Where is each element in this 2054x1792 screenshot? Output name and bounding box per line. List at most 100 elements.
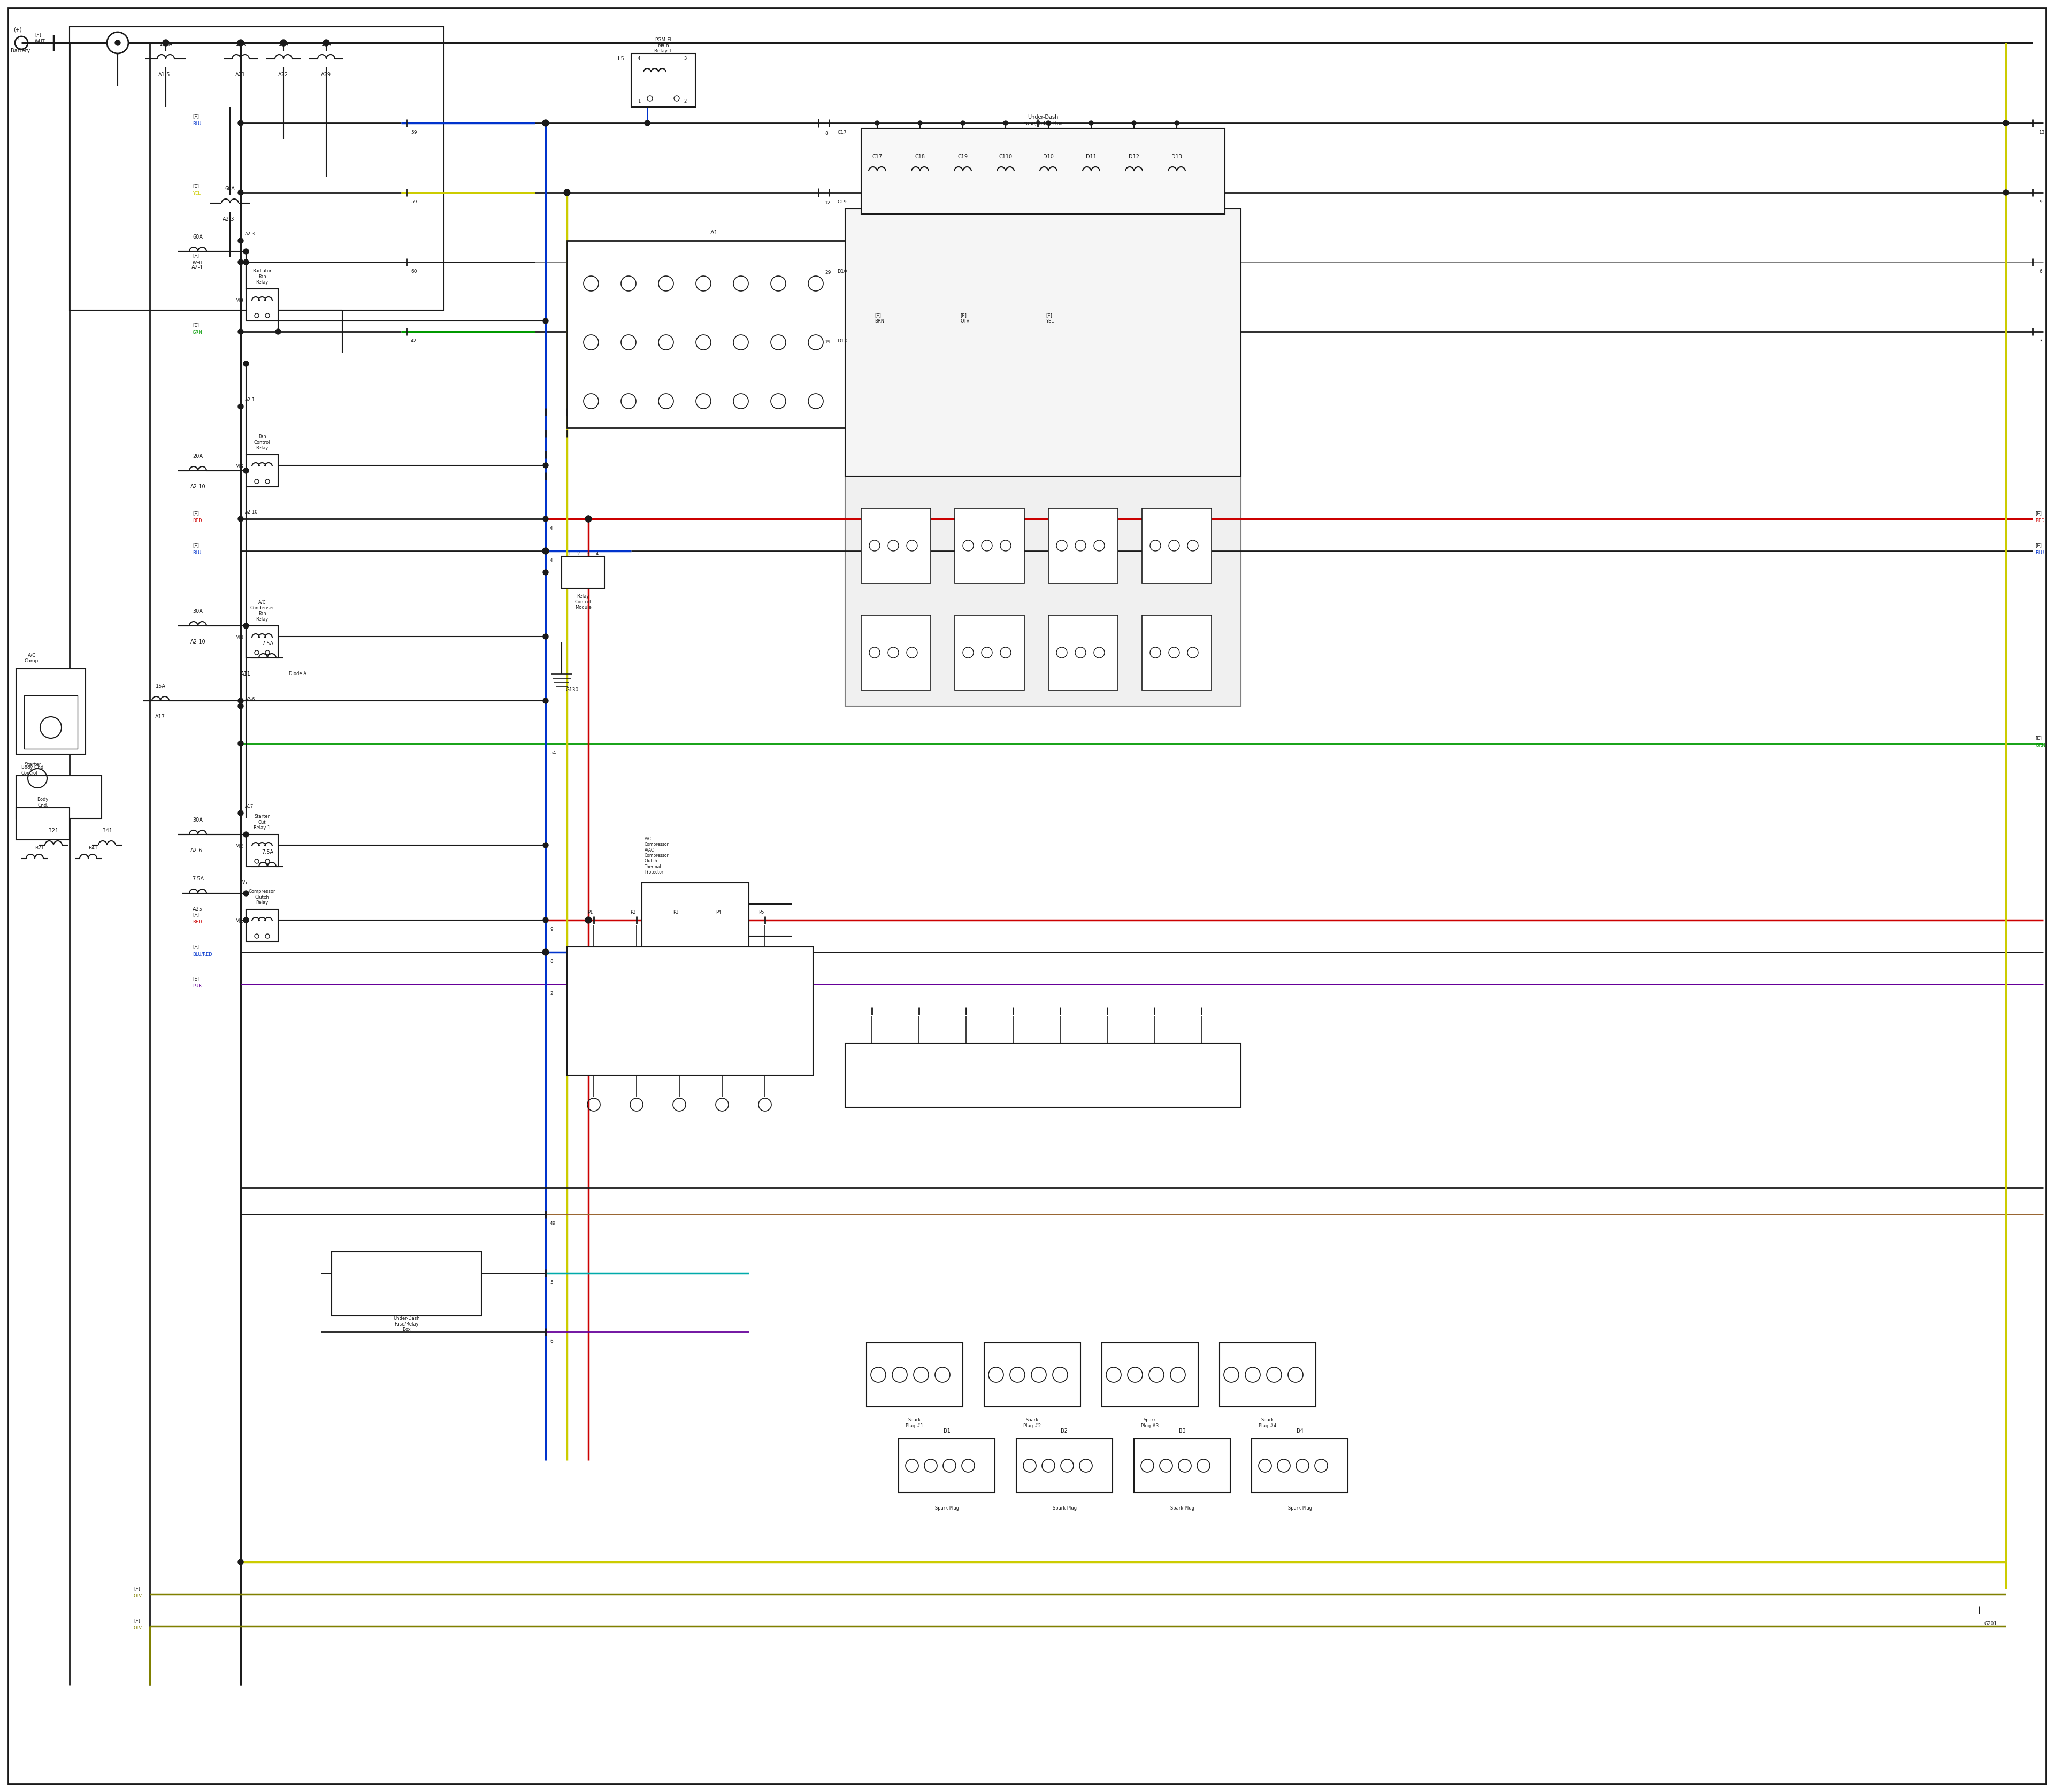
- Text: D13: D13: [1171, 154, 1183, 159]
- Text: WHT: WHT: [35, 39, 45, 45]
- Text: A2-6: A2-6: [244, 697, 255, 702]
- Text: 1: 1: [637, 99, 641, 104]
- Text: C19: C19: [957, 154, 967, 159]
- Text: [E]: [E]: [134, 1586, 140, 1591]
- Bar: [955, 509, 1025, 582]
- Text: P2: P2: [631, 910, 635, 914]
- Circle shape: [279, 39, 288, 47]
- Text: YEL: YEL: [193, 192, 201, 195]
- Bar: [1251, 1439, 1347, 1493]
- Text: Spark Plug: Spark Plug: [1052, 1505, 1076, 1511]
- Text: 54: 54: [550, 751, 557, 756]
- Text: [E]: [E]: [35, 32, 41, 38]
- Text: D12: D12: [1128, 154, 1140, 159]
- Text: Spark
Plug #4: Spark Plug #4: [1259, 1417, 1278, 1428]
- Circle shape: [238, 516, 242, 521]
- Circle shape: [542, 918, 548, 923]
- Text: C110: C110: [998, 154, 1013, 159]
- Circle shape: [238, 810, 242, 815]
- Bar: [641, 883, 750, 957]
- Bar: [246, 289, 277, 321]
- Text: Spark
Plug #2: Spark Plug #2: [1023, 1417, 1041, 1428]
- Text: [E]: [E]: [193, 115, 199, 118]
- Text: [E]: [E]: [134, 1618, 140, 1624]
- Circle shape: [585, 516, 592, 521]
- Text: C17: C17: [838, 131, 846, 134]
- Circle shape: [238, 238, 242, 244]
- Circle shape: [242, 468, 249, 473]
- Text: 1: 1: [16, 36, 21, 41]
- Text: GRN: GRN: [2036, 744, 2046, 747]
- Text: 60: 60: [411, 269, 417, 274]
- Text: [E]: [E]: [193, 543, 199, 548]
- Text: BLU: BLU: [193, 122, 201, 127]
- Text: 3: 3: [2040, 339, 2042, 344]
- Bar: [867, 1342, 963, 1407]
- Text: Relay
Control
Module: Relay Control Module: [575, 593, 592, 609]
- Text: Under-Dash
Fuse/Relay Box: Under-Dash Fuse/Relay Box: [1023, 115, 1062, 125]
- Text: [E]
BRN: [E] BRN: [875, 314, 885, 324]
- Text: Under-Dash
Fuse/Relay
Box: Under-Dash Fuse/Relay Box: [392, 1315, 419, 1331]
- Text: 2: 2: [577, 552, 579, 556]
- Bar: [70, 27, 444, 310]
- Text: D10: D10: [1043, 154, 1054, 159]
- Circle shape: [563, 190, 571, 195]
- Circle shape: [238, 190, 242, 195]
- Text: [E]
YEL: [E] YEL: [1045, 314, 1054, 324]
- Bar: [331, 1253, 481, 1315]
- Text: A2-10: A2-10: [191, 484, 205, 489]
- Bar: [955, 615, 1025, 690]
- Text: 4: 4: [637, 56, 641, 61]
- Circle shape: [162, 39, 168, 47]
- Text: A25: A25: [193, 907, 203, 912]
- Text: P4: P4: [715, 910, 721, 914]
- Text: Spark
Plug #3: Spark Plug #3: [1142, 1417, 1158, 1428]
- Circle shape: [242, 624, 249, 629]
- Text: [E]: [E]: [193, 185, 199, 188]
- Bar: [844, 1043, 1241, 1107]
- Circle shape: [542, 950, 548, 955]
- Text: A1: A1: [711, 229, 719, 235]
- Text: M0: M0: [236, 297, 242, 303]
- Text: 4: 4: [550, 527, 553, 530]
- Circle shape: [542, 842, 548, 848]
- Circle shape: [542, 319, 548, 324]
- Circle shape: [961, 120, 965, 125]
- Text: 8: 8: [550, 959, 553, 964]
- Text: [E]
OTV: [E] OTV: [959, 314, 969, 324]
- Text: OLV: OLV: [134, 1625, 142, 1631]
- Text: [E]: [E]: [193, 253, 199, 258]
- Text: OLV: OLV: [134, 1593, 142, 1598]
- Text: Compressor
Clutch
Relay: Compressor Clutch Relay: [249, 889, 275, 905]
- Circle shape: [542, 516, 548, 521]
- Text: B41: B41: [103, 828, 113, 833]
- Circle shape: [542, 120, 548, 125]
- Circle shape: [242, 831, 249, 837]
- Text: 9: 9: [550, 926, 553, 932]
- Bar: [567, 240, 861, 428]
- Text: Fan
Control
Relay: Fan Control Relay: [255, 434, 271, 450]
- Bar: [25, 695, 78, 749]
- Bar: [246, 455, 277, 487]
- Text: C17: C17: [873, 154, 883, 159]
- Text: 12: 12: [826, 201, 832, 206]
- Bar: [246, 909, 277, 941]
- Text: A2-1: A2-1: [244, 398, 255, 403]
- Text: B4: B4: [1296, 1428, 1302, 1434]
- Text: B3: B3: [1179, 1428, 1185, 1434]
- Text: 7.5A: 7.5A: [191, 876, 203, 882]
- Bar: [246, 625, 277, 658]
- Circle shape: [242, 260, 249, 265]
- Text: A2-1: A2-1: [191, 265, 203, 271]
- Text: B21: B21: [35, 846, 43, 849]
- Text: PGM-FI
Main
Relay 1: PGM-FI Main Relay 1: [655, 38, 672, 54]
- Text: [E]: [E]: [193, 323, 199, 328]
- Text: 9: 9: [2040, 199, 2042, 204]
- Text: A21: A21: [236, 72, 246, 77]
- Bar: [861, 509, 930, 582]
- Text: 59: 59: [411, 199, 417, 204]
- Text: Spark Plug: Spark Plug: [1288, 1505, 1313, 1511]
- Text: Battery: Battery: [10, 48, 31, 54]
- Text: A1-5: A1-5: [158, 72, 170, 77]
- Text: PUR: PUR: [193, 984, 201, 989]
